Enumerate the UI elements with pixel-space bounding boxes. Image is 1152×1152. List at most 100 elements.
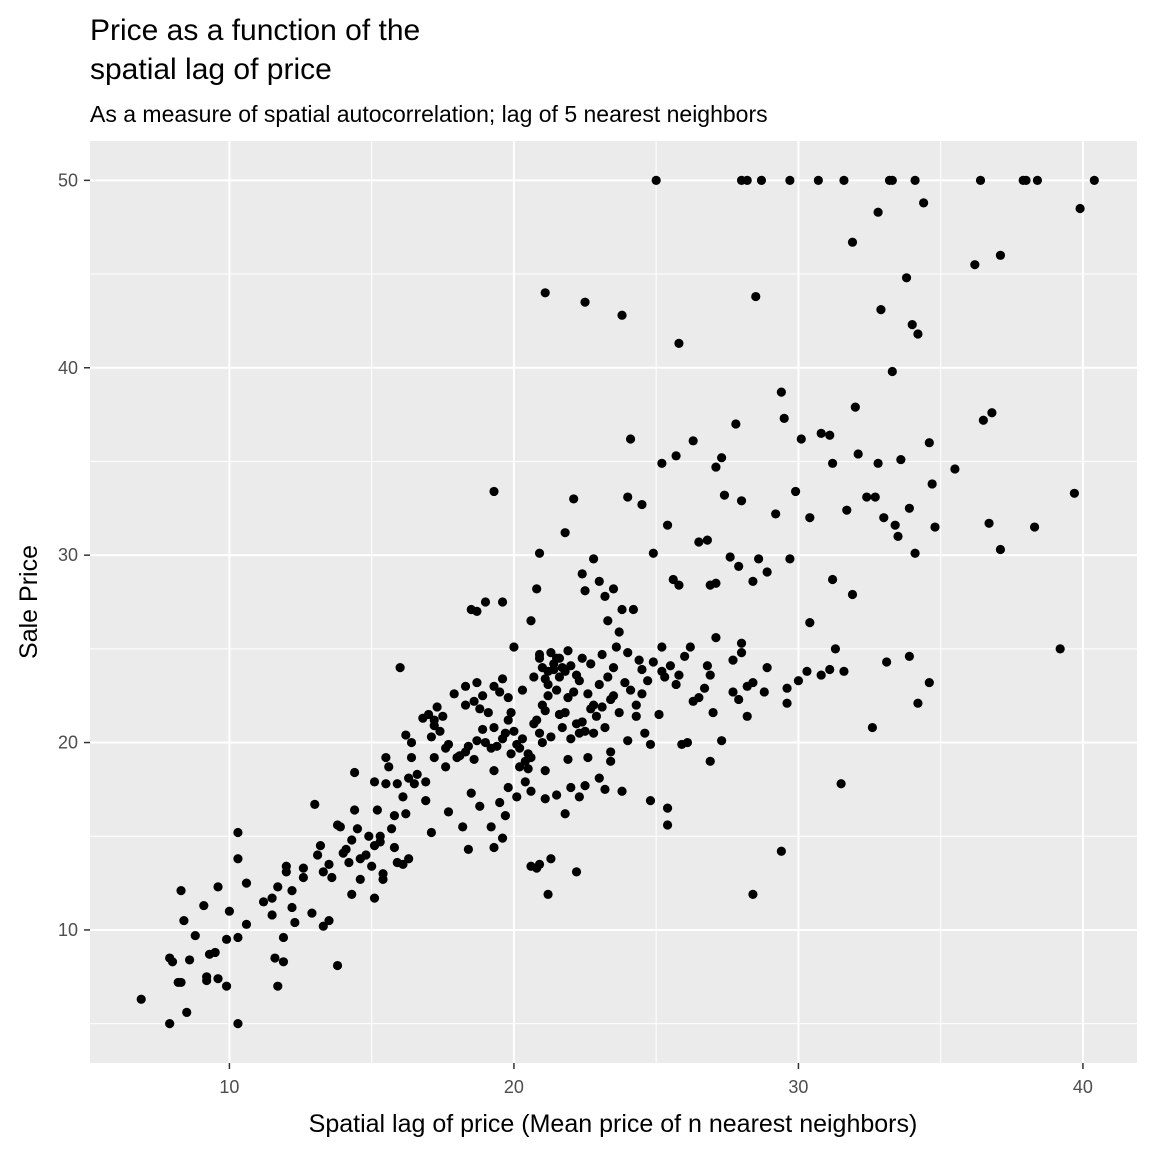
data-point (233, 1019, 243, 1029)
x-tick-label: 40 (1073, 1077, 1093, 1097)
data-point (540, 794, 550, 804)
data-point (455, 751, 465, 761)
data-point (182, 1007, 192, 1018)
data-point (796, 434, 806, 444)
data-point (315, 841, 326, 851)
data-point (512, 792, 522, 802)
data-point (594, 773, 604, 783)
data-point (401, 809, 411, 819)
data-point (978, 415, 988, 425)
data-point (534, 548, 545, 558)
data-point (762, 567, 772, 577)
data-point (176, 977, 186, 988)
data-point (606, 756, 616, 766)
major-gridlines (90, 141, 1137, 1063)
data-point (551, 790, 562, 800)
plot-panel (90, 141, 1137, 1063)
data-point (907, 320, 917, 330)
data-point (816, 670, 826, 680)
data-point (782, 683, 792, 693)
data-point (643, 676, 653, 686)
y-tick-label: 20 (58, 733, 78, 753)
data-point (443, 739, 454, 750)
data-point (694, 537, 704, 547)
data-point (520, 777, 530, 787)
data-point (853, 449, 863, 459)
data-point (372, 805, 382, 815)
data-point (580, 586, 590, 596)
data-point (825, 664, 835, 675)
data-point (307, 908, 317, 918)
data-point (785, 554, 795, 564)
data-point (526, 786, 536, 796)
data-point (426, 732, 437, 742)
data-point (1055, 644, 1065, 654)
data-point (688, 436, 698, 446)
data-point (623, 492, 633, 502)
data-point (389, 842, 400, 853)
data-point (563, 692, 573, 703)
data-point (199, 900, 209, 911)
data-point (620, 677, 630, 688)
data-point (645, 739, 656, 750)
data-point (478, 691, 488, 701)
data-point (617, 786, 627, 796)
data-point (702, 535, 712, 545)
data-point (625, 685, 636, 695)
data-point (324, 859, 334, 869)
data-point (549, 659, 559, 669)
data-point (395, 662, 405, 673)
data-point (202, 975, 212, 986)
data-point (694, 692, 704, 703)
data-point (608, 691, 619, 701)
data-point (335, 822, 345, 832)
data-point (546, 647, 556, 658)
data-point (560, 707, 570, 718)
data-point (614, 707, 624, 718)
data-point (662, 820, 673, 830)
data-point (987, 408, 997, 418)
data-point (802, 666, 812, 676)
data-point (662, 520, 673, 530)
data-point (563, 646, 573, 656)
data-point (449, 689, 459, 699)
data-points (136, 175, 1099, 1029)
data-point (637, 664, 647, 675)
data-point (426, 827, 437, 838)
data-point (665, 661, 676, 671)
data-point (674, 338, 684, 348)
data-point (588, 554, 599, 564)
data-point (950, 464, 960, 474)
data-point (887, 175, 897, 185)
data-point (517, 734, 528, 744)
data-point (862, 492, 872, 502)
data-point (873, 207, 883, 217)
data-point (574, 792, 584, 802)
data-point (534, 653, 545, 663)
data-point (270, 953, 280, 963)
data-point (560, 528, 570, 538)
data-point (586, 659, 596, 669)
data-point (867, 722, 878, 733)
y-axis-title: Sale Price (15, 545, 43, 659)
data-point (594, 576, 604, 586)
data-point (571, 670, 582, 680)
data-point (728, 655, 738, 665)
data-point (600, 722, 610, 733)
data-point (503, 692, 513, 703)
data-point (580, 726, 590, 736)
data-point (711, 578, 721, 588)
data-point (435, 726, 445, 736)
data-point (475, 704, 485, 714)
data-point (651, 175, 661, 185)
data-point (443, 807, 454, 817)
data-point (847, 589, 858, 600)
data-point (506, 707, 516, 718)
data-point (571, 867, 582, 877)
x-axis-ticks: 10 20 30 40 (219, 1063, 1093, 1097)
x-tick-label: 30 (788, 1077, 808, 1097)
chart-title-line-1: Price as a function of the (90, 14, 420, 47)
data-point (1069, 488, 1080, 498)
data-point (543, 691, 553, 701)
data-point (167, 957, 178, 967)
